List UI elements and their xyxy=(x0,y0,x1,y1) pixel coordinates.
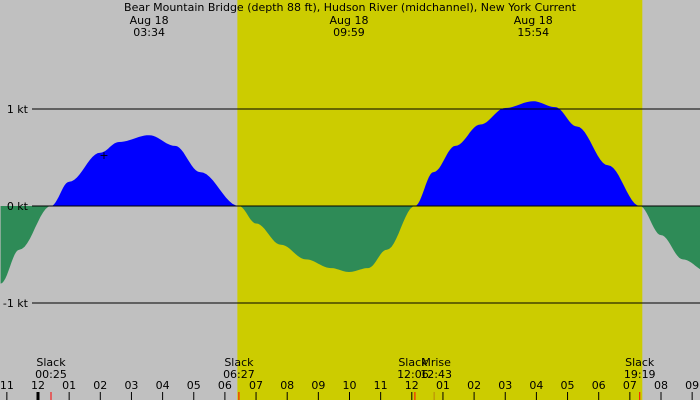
current-level-lines xyxy=(32,108,700,304)
peak-time-1: 09:59 xyxy=(333,26,365,39)
x-tick-label-2: 01 xyxy=(62,379,76,392)
event-label-3: Mrise xyxy=(421,356,451,369)
event-time-1: 06:27 xyxy=(223,368,255,381)
peak-date-0: Aug 18 xyxy=(130,14,169,27)
event-time-4: 19:19 xyxy=(624,368,656,381)
x-tick-label-8: 07 xyxy=(249,379,263,392)
x-tick-label-11: 10 xyxy=(343,379,357,392)
chart-title: Bear Mountain Bridge (depth 88 ft), Huds… xyxy=(124,1,577,14)
ebb-area-4 xyxy=(639,206,700,270)
x-tick-label-12: 11 xyxy=(374,379,388,392)
x-tick-label-22: 09 xyxy=(685,379,699,392)
y-axis-labels: 1 kt 0 kt -1 kt xyxy=(3,103,29,310)
flood-area-1 xyxy=(51,135,239,206)
peak-date-2: Aug 18 xyxy=(514,14,553,27)
x-tick-label-10: 09 xyxy=(311,379,325,392)
x-tick-label-4: 03 xyxy=(124,379,138,392)
x-tick-label-14: 01 xyxy=(436,379,450,392)
x-tick-label-17: 04 xyxy=(529,379,543,392)
x-tick-label-9: 08 xyxy=(280,379,294,392)
peak-time-2: 15:54 xyxy=(517,26,549,39)
ebb-area-2 xyxy=(238,206,415,272)
x-tick-label-1: 12 xyxy=(31,379,45,392)
y-tick-label-0: 1 kt xyxy=(7,103,29,116)
event-label-2: Slack xyxy=(398,356,428,369)
x-tick-label-5: 04 xyxy=(156,379,170,392)
peak-date-1: Aug 18 xyxy=(329,14,368,27)
curve-marker: + xyxy=(99,149,108,162)
event-time-3: 12:43 xyxy=(420,368,452,381)
peak-time-0: 03:34 xyxy=(133,26,165,39)
x-tick-label-21: 08 xyxy=(654,379,668,392)
y-tick-label-2: -1 kt xyxy=(3,297,29,310)
event-label-4: Slack xyxy=(625,356,655,369)
ebb-area-0 xyxy=(0,206,52,284)
x-tick-label-15: 02 xyxy=(467,379,481,392)
x-tick-label-20: 07 xyxy=(623,379,637,392)
current-area-series: + xyxy=(0,101,700,284)
x-tick-label-3: 02 xyxy=(93,379,107,392)
x-tick-label-7: 06 xyxy=(218,379,232,392)
event-label-0: Slack xyxy=(36,356,66,369)
event-annotations: Slack00:25Slack06:27Slack12:06Mrise12:43… xyxy=(35,356,656,400)
x-tick-label-6: 05 xyxy=(187,379,201,392)
x-tick-label-16: 03 xyxy=(498,379,512,392)
x-tick-label-18: 05 xyxy=(561,379,575,392)
flood-area-3 xyxy=(414,101,640,206)
x-axis-hours: 11 12 01 02 03 04 05 06 07 08 09 10 11 12 01 02 03 04 05 06… xyxy=(0,379,699,400)
event-label-1: Slack xyxy=(224,356,254,369)
y-tick-label-1: 0 kt xyxy=(7,200,29,213)
event-time-2: 12:06 xyxy=(397,368,429,381)
x-tick-label-19: 06 xyxy=(592,379,606,392)
event-time-0: 00:25 xyxy=(35,368,67,381)
x-tick-label-0: 11 xyxy=(0,379,14,392)
x-tick-label-13: 12 xyxy=(405,379,419,392)
